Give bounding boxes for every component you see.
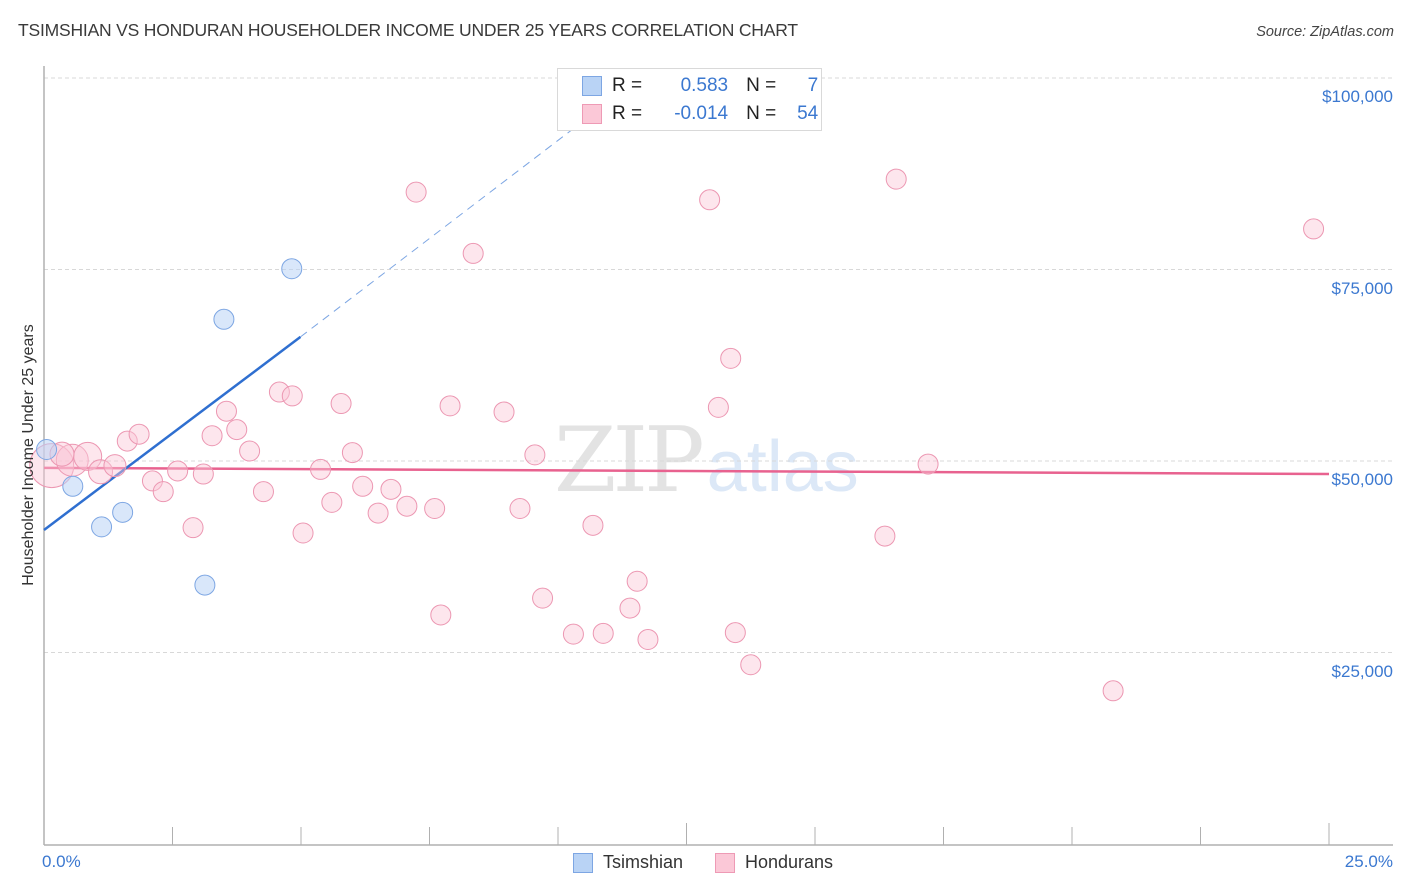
hondurans-point[interactable]: [226, 419, 248, 441]
hondurans-point[interactable]: [268, 381, 290, 403]
tsimshian-r-value: 0.583: [680, 75, 729, 96]
hondurans-point[interactable]: [380, 478, 402, 500]
tsimshian-point[interactable]: [62, 475, 84, 497]
tsimshian-point[interactable]: [213, 308, 235, 330]
hondurans-point[interactable]: [103, 454, 127, 478]
y-tick-label: $100,000: [1322, 87, 1393, 106]
hondurans-point[interactable]: [619, 597, 641, 619]
hondurans-point[interactable]: [88, 459, 114, 485]
y-axis-label: Householder Income Under 25 years: [20, 324, 37, 586]
hondurans-point[interactable]: [167, 460, 189, 482]
hondurans-point[interactable]: [509, 497, 531, 519]
tsimshian-trend-extension: [300, 92, 620, 338]
y-tick-label: $50,000: [1331, 470, 1393, 489]
hondurans-point[interactable]: [141, 470, 163, 492]
hondurans-point[interactable]: [341, 442, 363, 464]
hondurans-point[interactable]: [917, 453, 939, 475]
hondurans-point[interactable]: [405, 181, 427, 203]
hondurans-point[interactable]: [699, 189, 721, 211]
hondurans-point[interactable]: [201, 425, 223, 447]
hondurans-point[interactable]: [152, 481, 174, 503]
legend-item-hondurans[interactable]: Hondurans: [714, 852, 833, 873]
trend-lines: [43, 92, 1330, 531]
hondurans-point[interactable]: [1102, 680, 1124, 702]
hondurans-point[interactable]: [562, 623, 584, 645]
hondurans-point[interactable]: [592, 622, 614, 644]
tsimshian-point[interactable]: [36, 439, 58, 461]
hondurans-point[interactable]: [292, 522, 314, 544]
correlation-legend: R = 0.583 N = 7 R = -0.014 N = 54: [557, 68, 822, 131]
hondurans-point[interactable]: [885, 168, 907, 190]
hondurans-point[interactable]: [720, 347, 742, 369]
y-tick-label: $25,000: [1331, 661, 1393, 681]
hondurans-point[interactable]: [310, 458, 332, 480]
hondurans-point[interactable]: [430, 604, 452, 626]
legend-row-hondurans: R = -0.014 N = 54: [582, 102, 818, 126]
tsimshian-point[interactable]: [194, 574, 216, 596]
hondurans-point[interactable]: [281, 385, 303, 407]
hondurans-point[interactable]: [582, 514, 604, 536]
hondurans-point[interactable]: [192, 463, 214, 485]
hondurans-point[interactable]: [724, 622, 746, 644]
hondurans-n-value: 54: [797, 103, 819, 124]
hondurans-point[interactable]: [1303, 218, 1325, 240]
gridlines: [44, 77, 1393, 653]
hondurans-point[interactable]: [707, 396, 729, 418]
hondurans-trend-line: [43, 466, 1330, 476]
hondurans-point[interactable]: [321, 491, 343, 513]
hondurans-point[interactable]: [116, 430, 138, 452]
data-points: [29, 168, 1325, 702]
hondurans-point[interactable]: [352, 475, 374, 497]
hondurans-point[interactable]: [439, 395, 461, 417]
x-tick-min: 0.0%: [42, 852, 81, 871]
hondurans-point[interactable]: [396, 495, 418, 517]
hondurans-point[interactable]: [740, 654, 762, 676]
tsimshian-swatch: [582, 76, 602, 96]
tsimshian-point[interactable]: [112, 501, 134, 523]
tsimshian-swatch: [572, 852, 593, 873]
hondurans-point[interactable]: [462, 242, 484, 264]
hondurans-point[interactable]: [637, 628, 659, 650]
hondurans-r-value: -0.014: [674, 103, 729, 124]
tsimshian-n-value: 7: [807, 75, 819, 96]
hondurans-point[interactable]: [367, 502, 389, 524]
hondurans-swatch: [582, 104, 602, 124]
y-tick-label: $75,000: [1331, 278, 1393, 298]
source-credit: Source: ZipAtlas.com: [1256, 24, 1394, 40]
hondurans-point[interactable]: [874, 525, 896, 547]
hondurans-point[interactable]: [215, 400, 237, 422]
x-tick-max: 25.0%: [1344, 852, 1393, 871]
hondurans-point[interactable]: [239, 440, 261, 462]
hondurans-swatch: [714, 852, 735, 873]
tsimshian-point[interactable]: [281, 258, 303, 280]
tsimshian-trend-line: [43, 335, 302, 531]
hondurans-point[interactable]: [626, 570, 648, 592]
hondurans-point[interactable]: [524, 444, 546, 466]
hondurans-point[interactable]: [493, 401, 515, 423]
hondurans-point[interactable]: [532, 587, 554, 609]
hondurans-point[interactable]: [330, 393, 352, 415]
legend-row-tsimshian: R = 0.583 N = 7: [582, 74, 818, 98]
legend-item-tsimshian[interactable]: Tsimshian: [572, 852, 683, 873]
hondurans-point[interactable]: [182, 517, 204, 539]
tsimshian-point[interactable]: [91, 516, 113, 538]
hondurans-point[interactable]: [128, 423, 150, 445]
hondurans-point[interactable]: [424, 497, 446, 519]
chart-title: TSIMSHIAN VS HONDURAN HOUSEHOLDER INCOME…: [18, 20, 798, 40]
series-legend: Tsimshian Hondurans: [0, 852, 1406, 873]
hondurans-point[interactable]: [252, 481, 274, 503]
